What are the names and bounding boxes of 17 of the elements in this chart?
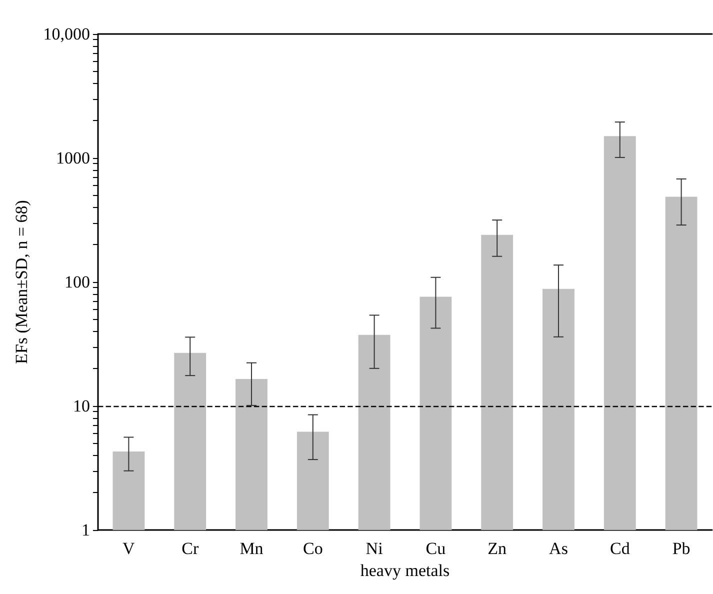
x-tick-label: Cu [426, 539, 446, 558]
y-tick-label: 1000 [56, 148, 90, 168]
x-tick-label: As [549, 539, 568, 558]
y-tick-label: 100 [64, 272, 90, 292]
y-axis-title: EFs (Mean±SD, n = 68) [12, 200, 31, 364]
y-tick-label: 1 [82, 520, 90, 540]
y-tick-label: 10,000 [43, 24, 90, 44]
x-tick-label: Cr [182, 539, 199, 558]
x-tick-label: V [122, 539, 136, 558]
x-tick-label: Pb [672, 539, 690, 558]
x-tick-label: Ni [366, 539, 384, 558]
x-tick-label: Mn [240, 539, 264, 558]
x-tick-label: Zn [488, 539, 508, 558]
x-tick-label: Cd [610, 539, 630, 558]
x-axis-title: heavy metals [360, 561, 450, 580]
y-tick-label: 10 [73, 396, 90, 416]
x-tick-label: Co [302, 539, 323, 558]
